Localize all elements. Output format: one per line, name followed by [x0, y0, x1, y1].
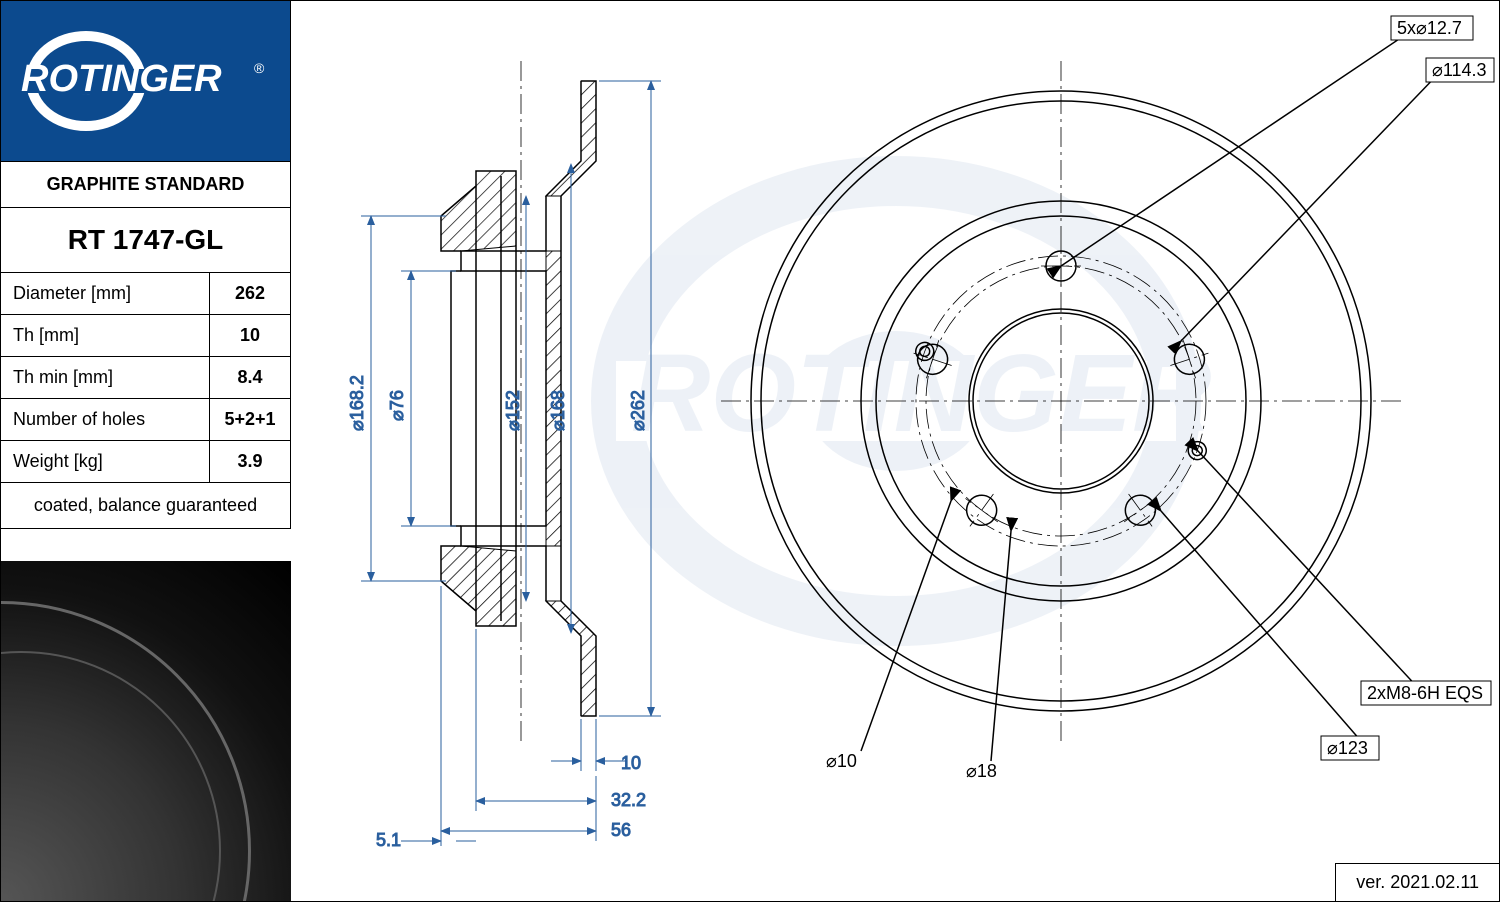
svg-text:®: ® — [254, 60, 265, 76]
product-line-title: GRAPHITE STANDARD — [1, 161, 290, 207]
rotinger-logo: ROTINGER ® — [16, 31, 276, 131]
svg-text:5.1: 5.1 — [376, 830, 401, 850]
spec-label: Number of holes — [1, 399, 210, 440]
drawing-area: ROTINGER — [291, 1, 1499, 901]
part-number: RT 1747-GL — [1, 207, 290, 272]
spec-diameter: Diameter [mm] 262 — [1, 272, 290, 314]
spec-label: Diameter [mm] — [1, 273, 210, 314]
technical-drawing-page: ROTINGER ® GRAPHITE STANDARD RT 1747-GL … — [0, 0, 1500, 902]
spec-label: Weight [kg] — [1, 441, 210, 482]
spec-value: 5+2+1 — [210, 399, 290, 440]
spec-value: 8.4 — [210, 357, 290, 398]
note: coated, balance guaranteed — [1, 482, 290, 529]
svg-text:⌀168.2: ⌀168.2 — [347, 375, 367, 431]
spec-label: Th [mm] — [1, 315, 210, 356]
svg-text:ROTINGER: ROTINGER — [21, 58, 222, 100]
svg-text:⌀152: ⌀152 — [503, 390, 523, 431]
brand-logo-box: ROTINGER ® — [1, 1, 290, 161]
product-photo — [1, 561, 291, 901]
sidebar: ROTINGER ® GRAPHITE STANDARD RT 1747-GL … — [1, 1, 291, 529]
svg-text:⌀168: ⌀168 — [548, 390, 568, 431]
spec-value: 10 — [210, 315, 290, 356]
spec-weight: Weight [kg] 3.9 — [1, 440, 290, 482]
svg-text:32.2: 32.2 — [611, 790, 646, 810]
svg-text:2xM8-6H EQS: 2xM8-6H EQS — [1367, 683, 1483, 703]
spec-label: Th min [mm] — [1, 357, 210, 398]
svg-text:⌀76: ⌀76 — [387, 390, 407, 421]
svg-text:⌀262: ⌀262 — [628, 390, 648, 431]
svg-text:56: 56 — [611, 820, 631, 840]
svg-text:⌀10: ⌀10 — [826, 751, 857, 771]
svg-text:⌀18: ⌀18 — [966, 761, 997, 781]
spec-thickness: Th [mm] 10 — [1, 314, 290, 356]
spec-thickness-min: Th min [mm] 8.4 — [1, 356, 290, 398]
version-label: ver. 2021.02.11 — [1335, 863, 1499, 901]
spec-holes: Number of holes 5+2+1 — [1, 398, 290, 440]
technical-drawing-svg: ROTINGER — [291, 1, 1500, 901]
spec-value: 262 — [210, 273, 290, 314]
svg-text:⌀114.3: ⌀114.3 — [1432, 60, 1487, 80]
svg-text:5x⌀12.7: 5x⌀12.7 — [1397, 18, 1462, 38]
svg-text:⌀123: ⌀123 — [1327, 738, 1368, 758]
spec-value: 3.9 — [210, 441, 290, 482]
svg-text:10: 10 — [621, 753, 641, 773]
